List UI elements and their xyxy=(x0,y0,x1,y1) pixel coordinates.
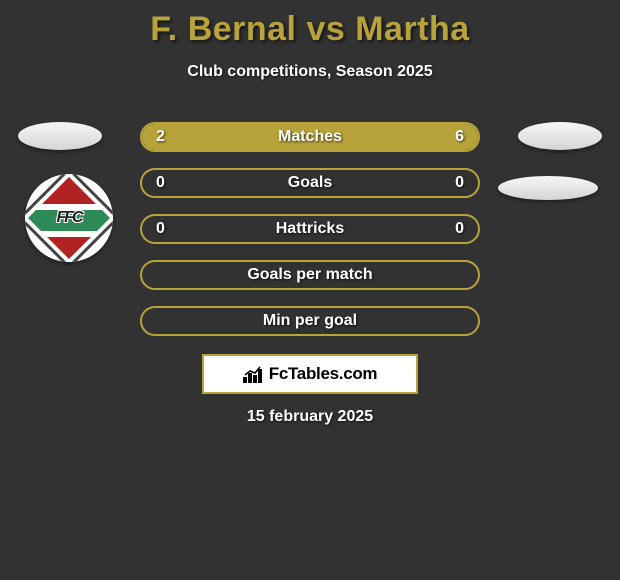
stat-row: 0Hattricks0 xyxy=(140,214,480,244)
subtitle: Club competitions, Season 2025 xyxy=(0,63,620,81)
stat-right-value: 0 xyxy=(455,174,464,192)
brand-box[interactable]: FcTables.com xyxy=(202,354,418,394)
stat-label: Matches xyxy=(142,128,478,146)
comparison-bars: 2Matches60Goals00Hattricks0Goals per mat… xyxy=(140,122,480,352)
chart-icon xyxy=(243,365,265,383)
stat-right-value: 6 xyxy=(455,128,464,146)
stat-row: 2Matches6 xyxy=(140,122,480,152)
brand-text: FcTables.com xyxy=(269,364,378,384)
stat-right-value: 0 xyxy=(455,220,464,238)
stat-label: Hattricks xyxy=(142,220,478,238)
date-text: 15 february 2025 xyxy=(0,408,620,426)
crest-letters: FFC xyxy=(36,185,102,251)
crest-icon: FFC xyxy=(25,174,113,262)
left-club-crest: FFC xyxy=(25,174,113,262)
stat-row: Min per goal xyxy=(140,306,480,336)
stat-label: Goals xyxy=(142,174,478,192)
stat-row: 0Goals0 xyxy=(140,168,480,198)
right-pill-2 xyxy=(498,176,598,200)
right-pill-1 xyxy=(518,122,602,150)
page-title: F. Bernal vs Martha xyxy=(0,0,620,49)
stat-label: Goals per match xyxy=(142,266,478,284)
stat-label: Min per goal xyxy=(142,312,478,330)
left-pill-1 xyxy=(18,122,102,150)
stat-row: Goals per match xyxy=(140,260,480,290)
